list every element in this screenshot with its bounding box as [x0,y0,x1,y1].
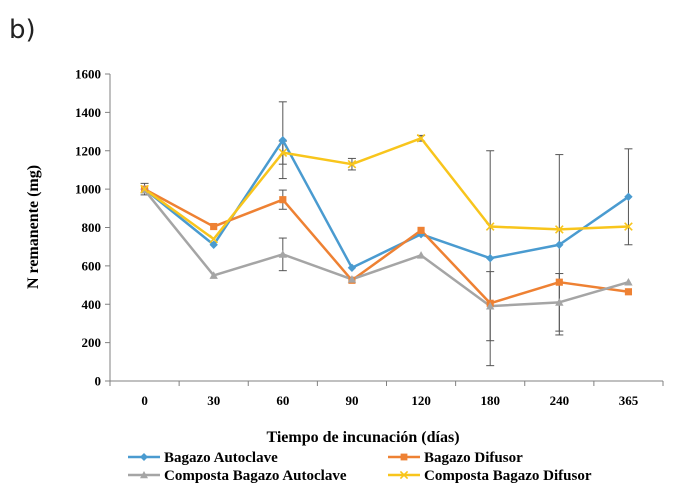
y-tick-label: 400 [82,297,102,312]
y-tick-label: 1200 [75,143,101,158]
y-tick-label: 0 [95,374,102,389]
x-tick-label: 120 [411,393,431,408]
marker-diamond [278,135,288,145]
y-axis-title: N remanente (mg) [25,165,42,289]
series-line-2 [143,189,629,308]
y-tick-label: 800 [82,220,102,235]
x-axis-ticks: 0 30 60 90 120 180 240 365 [109,381,664,408]
marker-square [400,453,408,461]
x-tick-label: 30 [207,393,220,408]
marker-triangle [140,471,148,479]
marker-diamond [209,240,218,249]
y-tick-label: 1400 [75,105,101,120]
marker-triangle [555,298,564,306]
marker-triangle [416,251,426,259]
series-lines [143,137,630,308]
marker-diamond [140,453,148,461]
marker-x [347,159,357,169]
legend: Bagazo Autoclave Bagazo Difusor Composta B… [128,450,592,484]
marker-x [416,133,426,143]
marker-triangle [209,271,218,279]
marker-square [417,226,425,234]
y-tick-label: 600 [82,258,102,273]
marker-diamond [485,254,495,263]
y-axis-ticks: 0 200 400 600 800 1000 1200 1400 1600 [75,67,110,389]
legend-label: Bagazo Autoclave [164,450,278,466]
x-tick-label: 180 [480,393,500,408]
legend-item: Composta Bagazo Autoclave [128,468,347,484]
marker-triangle [485,301,495,310]
legend-label: Composta Bagazo Autoclave [164,468,347,484]
marker-x [140,184,149,194]
series-line-1 [143,188,629,305]
panel-label: b) [9,15,36,45]
series-markers [140,133,633,310]
marker-triangle [624,277,633,286]
x-tick-label: 60 [276,393,289,408]
marker-x [554,225,564,234]
legend-item: Bagazo Difusor [388,450,523,466]
y-tick-label: 1600 [75,67,101,82]
marker-triangle [347,275,357,283]
marker-x [485,222,495,231]
marker-x [624,222,633,231]
x-tick-label: 365 [619,393,639,408]
marker-diamond [624,192,633,201]
marker-square [279,196,287,204]
y-tick-label: 1000 [75,182,101,197]
legend-item: Bagazo Autoclave [128,450,278,466]
series-line-3 [143,137,629,241]
marker-triangle [278,250,288,258]
x-tick-label: 90 [345,393,358,408]
marker-x [209,234,219,244]
marker-x [278,148,288,158]
legend-item: Composta Bagazo Difusor [388,468,592,484]
marker-x [399,470,409,480]
marker-diamond [347,263,357,272]
y-tick-label: 200 [82,335,102,350]
x-tick-label: 240 [550,393,570,408]
series-line-0 [143,138,630,270]
marker-square [624,288,633,296]
marker-diamond [555,240,564,249]
x-tick-label: 0 [141,393,148,408]
error-bars [140,101,633,367]
x-axis-title: Tiempo de incunación (días) [266,429,459,446]
marker-square [210,222,218,231]
marker-square [555,278,563,286]
legend-label: Bagazo Difusor [424,450,523,466]
legend-label: Composta Bagazo Difusor [424,468,592,484]
